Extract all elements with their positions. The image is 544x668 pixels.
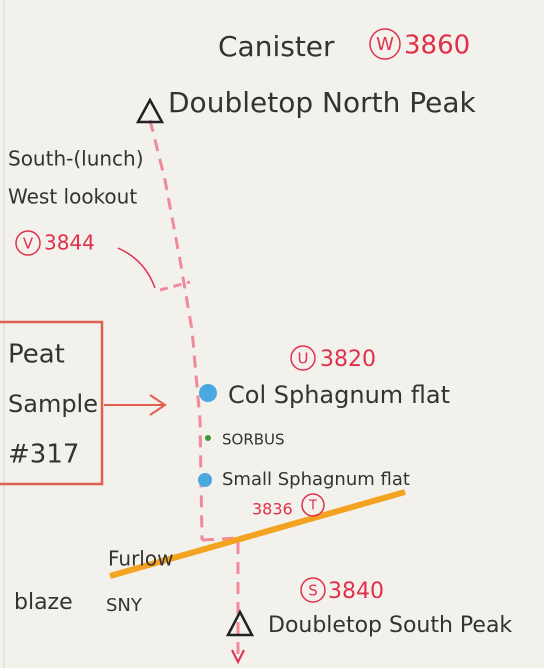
waypoint: S [308,582,318,600]
lookout-label: West lookout [8,185,137,209]
trail-name: Furlow [108,547,173,571]
col-flat-marker [199,384,217,402]
place-label: Small Sphagnum flat [222,469,410,490]
waypoint: V [23,235,34,253]
south-arrow [231,649,245,665]
waypoint: U [298,350,309,368]
waypoint-circle [15,230,41,256]
trail-blaze: blaze [14,590,73,615]
waypoint-circle [301,493,325,517]
peak-label: Doubletop North Peak [168,86,476,119]
furlow-trail [109,489,406,579]
lookout-label: South-(lunch) [8,147,144,171]
sample-text: Peat [8,340,65,370]
sample-box [0,320,104,486]
waypoint-circle [369,28,401,60]
elevation: 3844 [44,231,95,255]
north-peak-marker [135,97,165,124]
peak-label: Doubletop South Peak [268,613,512,638]
waypoint-circle [300,577,326,603]
waypoint-circle [290,345,316,371]
elevation: 3820 [320,347,376,372]
elevation: 3836 [252,500,293,519]
waypoint: T [308,499,317,514]
elevation: 3840 [328,579,384,604]
trail-north [148,119,204,541]
trail-code: SNY [106,595,143,616]
small-flat-marker [198,473,212,487]
elevation: 3860 [404,31,470,61]
place-label: Col Sphagnum flat [228,381,450,409]
lookout-spur [159,280,191,292]
place-label: SORBUS [222,431,285,449]
waypoint: W [376,34,394,55]
sample-text: Sample [8,390,98,418]
feature-label: Canister [218,30,335,63]
sample-text: #317 [8,440,79,470]
lookout-pointer [117,247,156,289]
sorbus-marker [205,435,211,441]
sample-arrow [104,394,167,416]
south-peak-marker [225,609,255,637]
